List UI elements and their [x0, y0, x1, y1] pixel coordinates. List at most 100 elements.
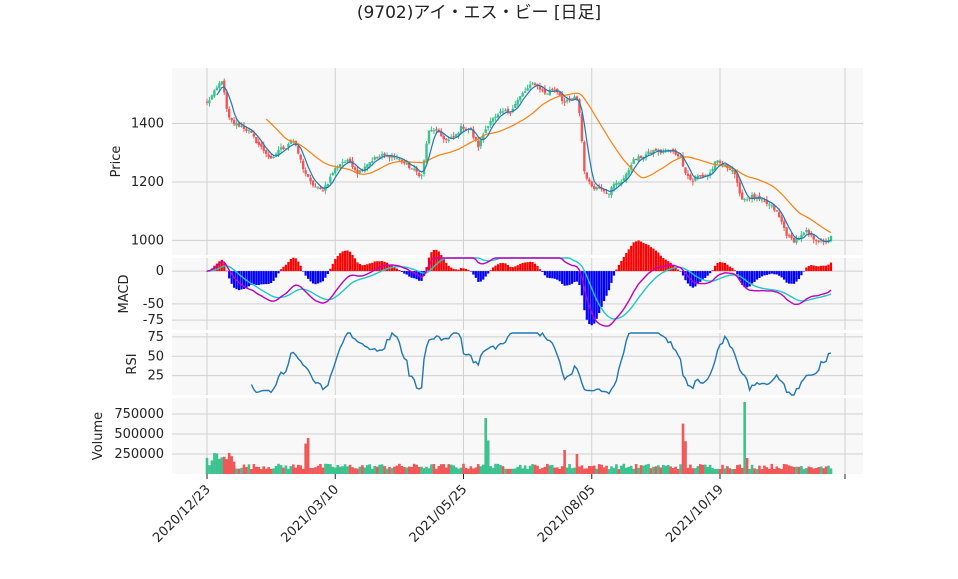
macd-histogram-bar: [331, 263, 334, 272]
candle-body: [267, 154, 270, 158]
volume-bar: [506, 468, 510, 474]
candle-body: [785, 227, 788, 236]
candle-body: [220, 81, 223, 85]
candle-body: [420, 175, 423, 177]
macd-histogram-bar: [368, 263, 371, 272]
volume-bar: [348, 464, 352, 474]
candle-body: [620, 181, 623, 185]
volume-bar: [735, 465, 739, 474]
volume-bar: [553, 467, 557, 474]
candle-body: [430, 129, 433, 132]
candle-body: [415, 167, 418, 172]
macd-histogram-bar: [299, 265, 302, 272]
volume-bar: [469, 466, 473, 474]
candle-body: [237, 122, 241, 127]
macd-histogram-bar: [625, 252, 628, 272]
candle-body: [262, 145, 265, 151]
macd-histogram-bar: [817, 266, 820, 272]
volume-bar: [770, 463, 774, 474]
macd-histogram-bar: [602, 271, 606, 302]
volume-bar: [437, 466, 441, 474]
volume-bar: [610, 466, 613, 474]
volume-bar: [459, 467, 463, 474]
candle-body: [373, 157, 376, 160]
vol-background: [172, 398, 863, 474]
macd-histogram-bar: [736, 271, 739, 275]
candle-body: [753, 193, 756, 199]
macd-histogram-bar: [531, 262, 534, 272]
volume-bar: [494, 463, 497, 474]
volume-bar: [366, 465, 369, 474]
candle-body: [652, 150, 655, 154]
volume-bar: [624, 467, 628, 474]
volume-bar: [509, 468, 512, 474]
volume-bar: [703, 464, 707, 474]
macd-histogram-bar: [585, 271, 588, 320]
macd-histogram-bar: [588, 271, 591, 325]
macd-histogram-bar: [684, 271, 687, 281]
volume-bar: [713, 468, 717, 474]
macd-histogram-bar: [255, 271, 258, 285]
macd-histogram-bar: [489, 270, 492, 272]
volume-bar: [252, 464, 256, 474]
price-panel: [205, 78, 833, 246]
x-tick-label: 2021/10/19: [663, 482, 727, 546]
macd-histogram-bar: [704, 271, 707, 278]
candle-body: [457, 133, 460, 136]
candle-body: [511, 108, 515, 113]
volume-bar: [792, 466, 796, 474]
candle-body: [630, 165, 633, 170]
macd-histogram-bar: [292, 257, 295, 272]
macd-tick-label: -75: [143, 313, 164, 328]
macd-histogram-bar: [553, 271, 556, 279]
volume-bar: [398, 463, 401, 474]
volume-bar: [267, 467, 270, 474]
volume-bar: [827, 465, 830, 474]
volume-bar: [587, 466, 591, 474]
candle-body: [829, 236, 833, 241]
macd-histogram-bar: [265, 271, 268, 285]
volume-bar: [336, 465, 340, 474]
candle-body: [696, 175, 700, 178]
candle-body: [760, 199, 764, 201]
macd-histogram-bar: [773, 271, 776, 275]
volume-bar: [824, 466, 828, 474]
candle-body: [548, 89, 552, 95]
macd-histogram-bar: [220, 259, 223, 272]
macd-histogram-bar: [403, 271, 406, 274]
volume-bar: [775, 466, 779, 474]
macd-histogram-bar: [390, 265, 394, 272]
volume-bar: [373, 465, 377, 474]
macd-histogram-bar: [398, 269, 401, 272]
macd-histogram-bar: [787, 271, 791, 284]
macd-histogram-bar: [457, 269, 460, 272]
volume-bar: [403, 467, 406, 474]
candle-body: [442, 135, 445, 140]
volume-bar: [580, 465, 584, 474]
volume-bar: [393, 466, 396, 474]
volume-bar: [800, 466, 803, 474]
volume-bar: [262, 466, 266, 474]
candle-body: [644, 154, 648, 158]
candle-body: [301, 160, 305, 170]
macd-histogram-bar: [218, 261, 221, 272]
candle-body: [491, 118, 495, 122]
volume-bar: [607, 469, 611, 474]
macd-histogram-bar: [775, 271, 778, 275]
volume-bar: [358, 466, 362, 474]
volume-bar: [287, 468, 290, 474]
volume-bar: [407, 466, 411, 474]
candle-body: [773, 205, 776, 211]
macd-histogram-bar: [827, 264, 830, 272]
volume-bar: [343, 464, 347, 474]
candle-body: [445, 138, 448, 140]
candle-body: [331, 173, 334, 176]
candle-body: [464, 128, 468, 130]
volume-bar: [222, 456, 226, 474]
candle-body: [405, 163, 408, 165]
x-tick-label: 2021/03/10: [278, 482, 342, 546]
candle-body: [334, 168, 337, 174]
candle-body: [558, 92, 561, 96]
candle-body: [346, 159, 349, 162]
ma-long-line: [265, 92, 832, 234]
